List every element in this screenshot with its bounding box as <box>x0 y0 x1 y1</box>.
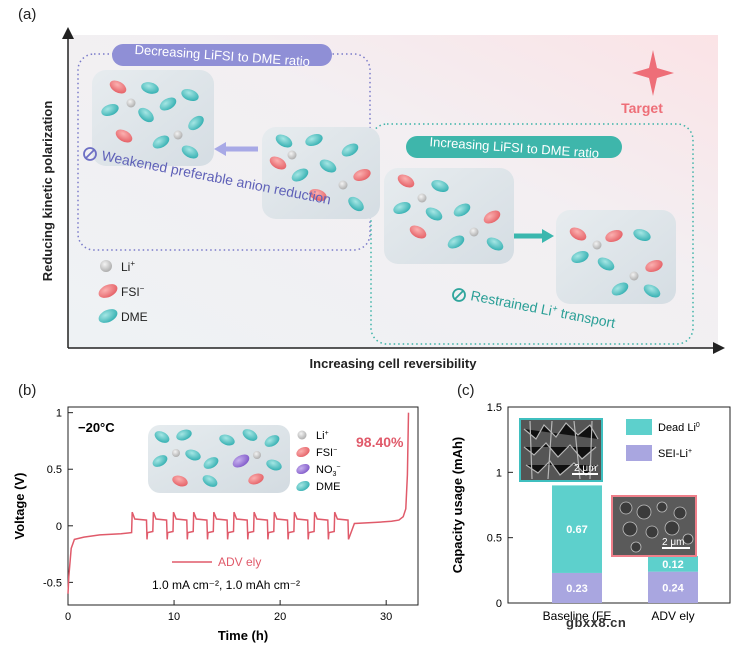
solvation-box-1 <box>92 70 214 166</box>
solvation-box-2 <box>262 127 380 219</box>
inset-legend-dme-text: DME <box>316 481 340 493</box>
capacity-bar-sei-li <box>552 572 602 603</box>
watermark-text: gbxx8.cn <box>566 615 627 630</box>
inset-legend-li-text: Li+ <box>316 430 329 442</box>
capacity-bar-dead-li <box>648 555 698 572</box>
legend-li-text: Li+ <box>121 259 135 274</box>
panel-c-label: (c) <box>457 382 475 399</box>
capacity-category-label: Baseline (FE <box>543 609 612 623</box>
voltage-chart: 0 10 20 30 1 0.5 0 -0.5 Li+ FSI− NO3− DME −20°C… <box>12 406 419 643</box>
inset-solvation-box <box>148 425 290 493</box>
inset-legend-no3-marker <box>296 463 310 475</box>
voltage-x-tick-label: 30 <box>380 611 392 623</box>
capacity-y-tick-label: 0.5 <box>487 533 502 545</box>
legend-dme-marker <box>98 309 118 323</box>
capacity-chart: 1.5 1 0.5 0 0.23 0.67 Baseline (FE 0.24 0.12 ADV… <box>450 402 731 623</box>
inset-legend-fsi-text: FSI− <box>316 447 337 459</box>
voltage-series-line <box>67 412 410 594</box>
panel-a-label: (a) <box>18 6 37 23</box>
target-label: Target <box>621 100 663 116</box>
voltage-chart-ylabel: Voltage (V) <box>12 473 27 540</box>
scale-bar-1-text: 2 μm <box>574 463 596 474</box>
legend-line-text: ADV ely <box>218 555 261 569</box>
left-banner <box>112 44 332 66</box>
capacity-bar-value-label: 0.24 <box>662 582 684 594</box>
panel-b-label: (b) <box>18 382 37 399</box>
capacity-bar-dead-li <box>552 485 602 573</box>
panel-a-y-axis-label: Reducing kinetic polarization <box>40 101 55 282</box>
capacity-bar-value-label: 0.67 <box>566 524 587 536</box>
efficiency-label: 98.40% <box>356 434 404 450</box>
left-concept-box <box>77 53 371 251</box>
inset-legend-no3-text: NO3− <box>316 464 341 478</box>
capacity-y-tick-label: 1 <box>496 467 502 479</box>
capacity-category-label: ADV ely <box>651 609 694 623</box>
voltage-y-tick-label: 0 <box>56 521 62 533</box>
voltage-x-tick-label: 10 <box>168 611 180 623</box>
legend-fsi-text: FSI− <box>121 284 145 299</box>
voltage-y-tick-label: 0.5 <box>47 464 62 476</box>
legend-fsi-marker <box>98 284 118 298</box>
capacity-bar-value-label: 0.12 <box>662 559 683 571</box>
legend-dead-li-swatch <box>626 419 652 435</box>
conditions-text: 1.0 mA cm⁻², 1.0 mAh cm⁻² <box>152 578 300 592</box>
capacity-bar-sei-li <box>648 571 698 603</box>
sem-image-adv <box>611 495 697 557</box>
capacity-y-tick-label: 0 <box>496 598 502 610</box>
inset-legend-dme-marker <box>296 480 310 492</box>
legend-li-marker <box>100 260 112 272</box>
sem-image-baseline <box>519 418 603 482</box>
legend-sei-li-text: SEI-Li+ <box>658 448 692 460</box>
inset-legend-fsi-marker <box>296 446 310 458</box>
inset-legend-li-marker <box>297 430 307 440</box>
solvation-box-3 <box>384 168 514 264</box>
legend-dme-text: DME <box>121 310 148 324</box>
panel-a-x-axis-label: Increasing cell reversibility <box>310 356 478 370</box>
capacity-chart-ylabel: Capacity usage (mAh) <box>450 437 465 574</box>
voltage-x-tick-label: 20 <box>274 611 286 623</box>
scale-bar-2-text: 2 μm <box>662 537 684 548</box>
legend-sei-li-swatch <box>626 445 652 461</box>
panel-a-figure: Decreasing LiFSI to DME ratio Increasing… <box>40 27 725 370</box>
right-concept-box <box>370 123 694 345</box>
voltage-x-tick-label: 0 <box>65 611 71 623</box>
capacity-bar-value-label: 0.23 <box>566 583 587 595</box>
legend-dead-li-text: Dead Li0 <box>658 422 700 434</box>
target-star-icon <box>632 50 674 96</box>
voltage-chart-xlabel: Time (h) <box>218 628 268 643</box>
voltage-y-tick-label: -0.5 <box>43 577 62 589</box>
prohibit-icon-left <box>83 147 97 161</box>
prohibit-icon-right <box>452 288 466 302</box>
capacity-y-tick-label: 1.5 <box>487 402 502 414</box>
solvation-box-4 <box>556 210 676 304</box>
voltage-y-tick-label: 1 <box>56 408 62 420</box>
temperature-label: −20°C <box>78 420 115 435</box>
right-banner <box>406 136 622 158</box>
